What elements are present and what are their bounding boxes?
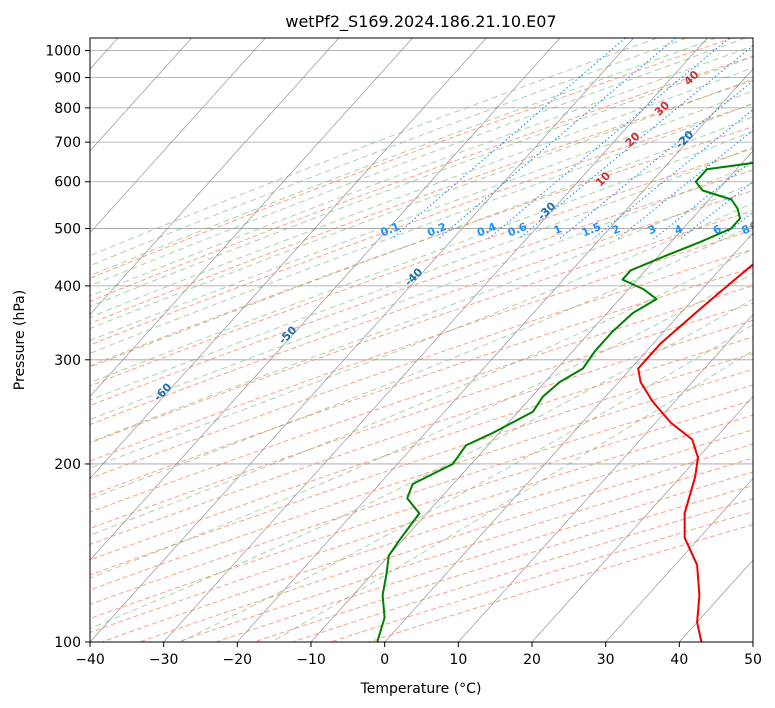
moist-adiabat-line [90, 38, 746, 287]
moist-adiabat-line [90, 38, 658, 257]
dry-adiabat-line [90, 103, 753, 346]
isotherm-line [90, 38, 487, 479]
y-tick-label: 800 [54, 101, 81, 117]
dry-adiabat-line [90, 267, 753, 497]
mixing-ratio-line [592, 108, 753, 240]
x-tick-label: 10 [449, 652, 467, 668]
x-tick-label: −10 [296, 652, 326, 668]
x-tick-label: 20 [523, 652, 541, 668]
x-tick-label: 30 [597, 652, 615, 668]
dry-adiabat-line [90, 319, 753, 545]
dry-adiabat-line [90, 414, 753, 633]
mixing-ratio-line [391, 38, 626, 240]
moist-adiabat-line [90, 146, 753, 401]
dry-adiabat-line [90, 38, 733, 279]
moist-adiabat-line [90, 38, 717, 277]
mixing-ratio-label: 2 [610, 222, 622, 237]
moist-adiabat-line [90, 182, 753, 443]
y-tick-label: 1000 [45, 44, 81, 60]
isotherm-line [90, 38, 266, 234]
isotherm-line [90, 38, 192, 152]
mixing-ratio-line [437, 38, 676, 240]
y-tick-label: 100 [54, 635, 81, 651]
y-tick-label: 600 [54, 175, 81, 191]
dry-adiabat-line [177, 457, 753, 642]
mixing-ratio-line [487, 38, 730, 240]
dry-adiabat-line [90, 55, 753, 302]
x-tick-label: 0 [380, 652, 389, 668]
dry-adiabat-line [90, 148, 753, 387]
y-axis-title: Pressure (hPa) [12, 290, 28, 390]
temperature-profile-line [637, 263, 753, 642]
mixing-ratio-label: 1 [552, 222, 564, 237]
moist-adiabat-line [90, 116, 753, 368]
isotherm-line [458, 313, 753, 642]
x-axis-title: Temperature (°C) [360, 681, 482, 697]
isotherm-line [90, 38, 340, 316]
x-tick-label: −30 [149, 652, 179, 668]
moist-adiabat-line [90, 45, 753, 297]
x-tick-label: −40 [75, 652, 105, 668]
plot-frame [89, 37, 754, 643]
isotherm-line [90, 38, 413, 398]
isotherm-line [90, 38, 634, 642]
y-tick-label: 300 [54, 353, 81, 369]
y-axis: 100 200 300 400 500 600 700 800 900 1000 [45, 44, 90, 651]
moist-adiabat-line [90, 38, 687, 267]
isotherm-label: 0 [747, 219, 762, 234]
x-tick-label: −20 [223, 652, 253, 668]
isotherm-line [163, 38, 708, 642]
isotherm-line [531, 395, 753, 642]
dry-adiabat-line [90, 229, 753, 462]
dry-adiabat-line [90, 285, 753, 513]
mixing-ratio-line [518, 45, 753, 240]
series-layer [376, 161, 753, 642]
x-tick-label: 50 [744, 652, 762, 668]
dry-adiabat-line [90, 190, 753, 426]
moist-adiabat-line [90, 224, 753, 500]
y-tick-label: 500 [54, 222, 81, 238]
dry-adiabat-line [101, 429, 753, 642]
plot-area: 0.10.20.40.611.52346810131620253036-100-… [90, 38, 762, 642]
isotherm-line [237, 68, 753, 642]
mixing-ratio-line [617, 129, 753, 240]
dry-adiabat-line [90, 399, 753, 620]
isotherm-line [384, 232, 753, 642]
dry-adiabat-line [90, 336, 753, 561]
dewpoint-profile-line [376, 161, 753, 642]
dry-adiabat-line [330, 511, 753, 642]
mixing-ratio-line [679, 180, 753, 240]
y-tick-label: 400 [54, 279, 81, 295]
dry-adiabat-line [368, 524, 753, 642]
mixing-ratio-label: 8 [740, 222, 752, 237]
y-tick-label: 900 [54, 71, 81, 87]
mixing-ratio-label: 3 [646, 222, 658, 237]
chart-title: wetPf2_S169.2024.186.21.10.E07 [285, 12, 556, 32]
moist-adiabat-line [90, 102, 753, 354]
x-tick-label: 40 [670, 652, 688, 668]
dry-adiabat-line [90, 79, 753, 325]
moist-adiabat-line [90, 202, 753, 469]
y-tick-label: 700 [54, 135, 81, 151]
dry-adiabat-line [139, 443, 753, 642]
x-axis: −40 −30 −20 −10 0 10 20 30 40 50 [75, 642, 762, 668]
y-tick-label: 200 [54, 457, 81, 473]
grid-layer [90, 38, 753, 642]
